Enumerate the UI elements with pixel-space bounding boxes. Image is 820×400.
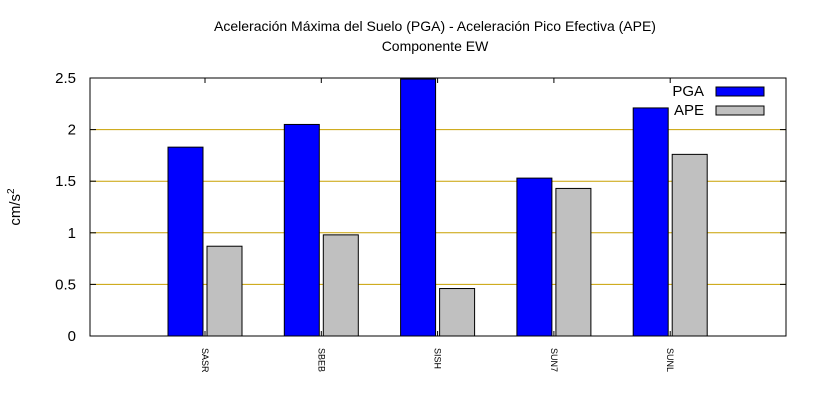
plot-frame — [89, 77, 787, 337]
bar-ape-sasr — [206, 245, 243, 337]
bar-ape-sunl — [671, 153, 708, 337]
x-tick-label: SUNL — [665, 348, 675, 372]
y-tick-label: 0 — [68, 328, 76, 345]
y-tick-label: 1 — [68, 225, 76, 242]
x-axis-ticks: SASR SBEB SISH SUN7 SUNL — [200, 78, 675, 373]
x-tick-label: SISH — [433, 348, 443, 369]
chart-title: Aceleración Máxima del Suelo (PGA) - Ace… — [214, 18, 656, 34]
bars — [167, 78, 708, 337]
bar-pga-sasr — [167, 146, 204, 337]
y-tick-label: 1.5 — [55, 173, 76, 190]
legend-swatch — [715, 105, 765, 116]
y-tick-label: 0.5 — [55, 276, 76, 293]
y-axis-ticks: 0 0.5 1 1.5 2 2.5 — [55, 70, 786, 345]
bar-pga-sish — [400, 78, 437, 337]
y-tick-label: 2.5 — [55, 70, 76, 87]
bar-pga-sun7 — [516, 177, 553, 337]
x-tick-label: SBEB — [316, 348, 326, 372]
bar-ape-sbeb — [322, 234, 359, 337]
legend-label: PGA — [672, 83, 704, 100]
bar-ape-sish — [439, 288, 476, 337]
bar-pga-sunl — [632, 107, 669, 337]
legend-label: APE — [674, 102, 704, 119]
legend-swatch — [715, 86, 765, 97]
legend: PGA APE — [672, 83, 765, 119]
x-tick-label: SASR — [200, 348, 210, 373]
bar-ape-sun7 — [555, 187, 592, 337]
y-tick-label: 2 — [68, 122, 76, 139]
bar-pga-sbeb — [283, 123, 320, 337]
chart-subtitle: Componente EW — [382, 38, 489, 54]
y-axis-label: cm/s2 — [6, 188, 24, 226]
gridlines — [90, 129, 786, 285]
x-tick-label: SUN7 — [549, 348, 559, 372]
